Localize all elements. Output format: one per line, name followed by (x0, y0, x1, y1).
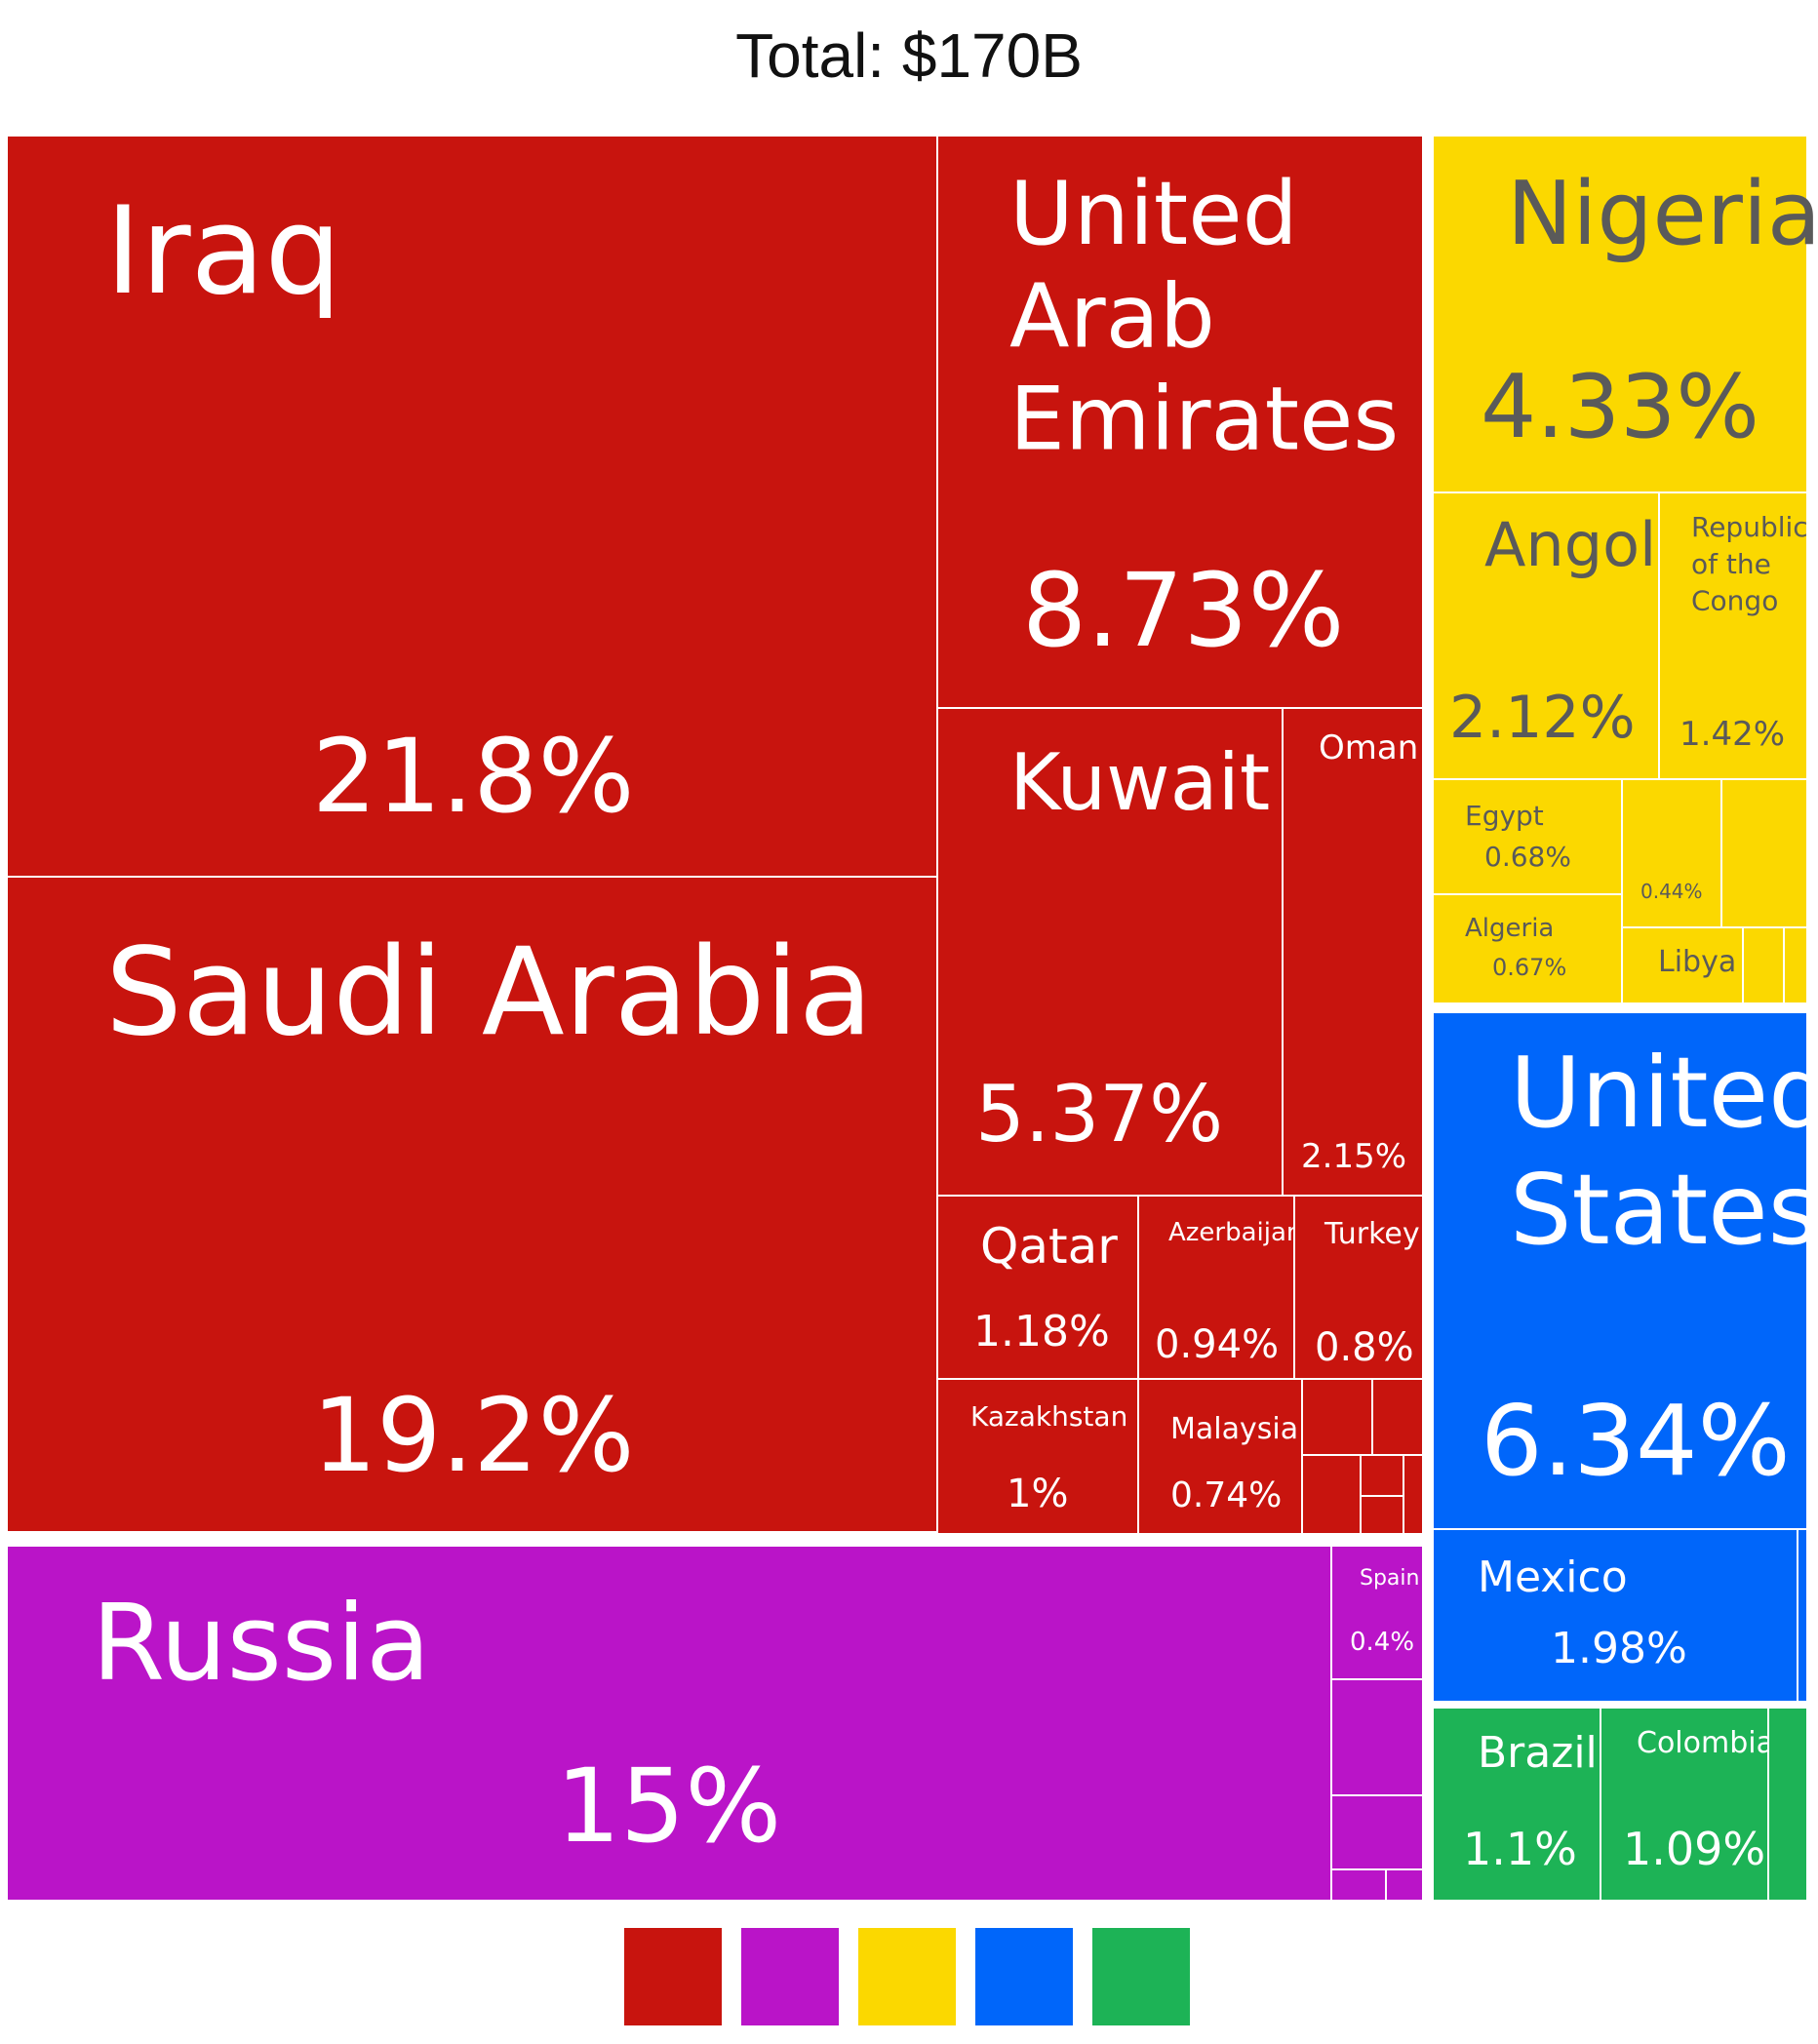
tile-name-saudi-arabia-1: Saudi Arabia (105, 923, 873, 1063)
tile-name-malaysia-9: Malaysia (1170, 1412, 1298, 1446)
tile-value-russia-16: 15% (556, 1747, 781, 1866)
tile-name-kuwait-3: Kuwait (1009, 737, 1270, 828)
legend-swatch-middle-east-asia (624, 1928, 722, 2025)
tile-mexico-33 (1434, 1530, 1797, 1701)
tile-libya-29 (1623, 928, 1742, 1002)
tile-unlabeled-30 (1744, 928, 1783, 1002)
tile-unlabeled-19 (1332, 1796, 1422, 1868)
tile-colombia-36 (1601, 1709, 1767, 1900)
tile-unlabeled-21 (1387, 1870, 1422, 1900)
tile-name-russia-16: Russia (92, 1583, 430, 1705)
tile-unlabeled-20 (1332, 1870, 1385, 1900)
tile-value-egypt-25: 0.68% (1484, 841, 1571, 873)
tile-name-nigeria-22: Nigeria (1507, 163, 1818, 265)
tile-value-azerbaijan-6: 0.94% (1155, 1322, 1279, 1367)
tile-turkey-7 (1295, 1197, 1422, 1378)
tile-malaysia-9 (1139, 1380, 1301, 1533)
tile-egypt-25 (1434, 780, 1621, 893)
tile-name-united-states-32: United States (1510, 1036, 1818, 1267)
tile-kuwait-3 (938, 709, 1282, 1195)
tile-value-malaysia-9: 0.74% (1170, 1475, 1282, 1515)
tile-name-libya-29: Libya (1658, 945, 1736, 979)
tile-name-republic-of-the-congo-24: Republic of the Congo (1691, 511, 1808, 617)
tile-united-arab-emirates-2 (938, 137, 1422, 707)
legend-swatch-south-america (1092, 1928, 1190, 2025)
tile-value-algeria-26: 0.67% (1492, 954, 1566, 981)
tile-unlabeled-34 (1798, 1530, 1806, 1701)
tile-name-azerbaijan-6: Azerbaijan (1168, 1218, 1302, 1247)
tile-unlabeled-31 (1785, 928, 1806, 1002)
tile-unlabeled-13 (1362, 1456, 1403, 1495)
chart-title: Total: $170B (735, 20, 1083, 91)
tile-name-united-arab-emirates-2: United Arab Emirates (1009, 163, 1399, 471)
tile-value-kuwait-3: 5.37% (975, 1069, 1223, 1160)
tile-unlabeled-15 (1404, 1456, 1422, 1533)
tile-nigeria-22 (1434, 137, 1806, 491)
tile-united-states-32 (1434, 1013, 1806, 1528)
tile-name-egypt-25: Egypt (1465, 800, 1544, 832)
tile-name-qatar-5: Qatar (980, 1218, 1118, 1275)
tile-unlabeled-10 (1303, 1380, 1371, 1454)
tile-unlabeled-12 (1303, 1456, 1360, 1533)
tile-name-iraq-0: Iraq (105, 181, 341, 322)
tile-value-mexico-33: 1.98% (1551, 1624, 1687, 1673)
tile-algeria-26 (1434, 895, 1621, 1002)
tile-unlabeled-18 (1332, 1680, 1422, 1794)
tile-name-turkey-7: Turkey (1324, 1217, 1420, 1251)
tile-value-spain-17: 0.4% (1350, 1628, 1414, 1657)
tile-oman-4 (1284, 709, 1422, 1195)
tile-value-brazil-35: 1.1% (1463, 1823, 1577, 1875)
tile-angola-23 (1434, 493, 1658, 778)
tile-saudi-arabia-1 (8, 878, 936, 1531)
tile-value-turkey-7: 0.8% (1315, 1325, 1414, 1370)
tile-value-republic-of-the-congo-24: 1.42% (1680, 715, 1785, 754)
tile-qatar-5 (938, 1197, 1137, 1378)
tile-name-spain-17: Spain (1360, 1566, 1419, 1591)
tile-value-qatar-5: 1.18% (973, 1307, 1110, 1356)
tile-name-oman-4: Oman (1319, 728, 1418, 767)
tile-iraq-0 (8, 137, 936, 876)
tile-name-kazakhstan-8: Kazakhstan (970, 1400, 1127, 1433)
tile-name-colombia-36: Colombia (1637, 1726, 1774, 1760)
tile-azerbaijan-6 (1139, 1197, 1293, 1378)
tile-russia-16 (8, 1547, 1330, 1900)
tile-value-kazakhstan-8: 1% (1007, 1472, 1068, 1516)
tile-name-algeria-26: Algeria (1465, 914, 1554, 943)
tile-name-mexico-33: Mexico (1478, 1553, 1628, 1602)
tile-unlabeled-28 (1722, 780, 1806, 926)
tile-brazil-35 (1434, 1709, 1600, 1900)
tile-unlabeled-14 (1362, 1497, 1403, 1533)
legend-swatch-north-america (975, 1928, 1073, 2025)
tile-value-united-arab-emirates-2: 8.73% (1022, 551, 1344, 670)
tile-value-iraq-0: 21.8% (312, 717, 634, 836)
tile-value-nigeria-22: 4.33% (1481, 356, 1759, 458)
tile-value-angola-23: 2.12% (1449, 684, 1636, 752)
tile-name-angola-23: Angola (1484, 509, 1693, 580)
tile-value-united-states-32: 6.34% (1481, 1384, 1791, 1498)
tile-unlabeled-11 (1373, 1380, 1422, 1454)
tile-value-oman-4: 2.15% (1301, 1137, 1406, 1176)
tile-value-colombia-36: 1.09% (1623, 1823, 1765, 1875)
tile-republic-of-the-congo-24 (1660, 493, 1806, 778)
tile-unlabeled-27 (1623, 780, 1720, 926)
tile-value-saudi-arabia-1: 19.2% (312, 1376, 634, 1495)
legend-swatch-europe (741, 1928, 839, 2025)
tile-kazakhstan-8 (938, 1380, 1137, 1533)
tile-spain-17 (1332, 1547, 1422, 1678)
tile-name-brazil-35: Brazil (1478, 1728, 1598, 1778)
legend-swatch-africa (858, 1928, 956, 2025)
tile-unlabeled-37 (1769, 1709, 1806, 1900)
tile-value-unlabeled-27: 0.44% (1640, 880, 1703, 903)
